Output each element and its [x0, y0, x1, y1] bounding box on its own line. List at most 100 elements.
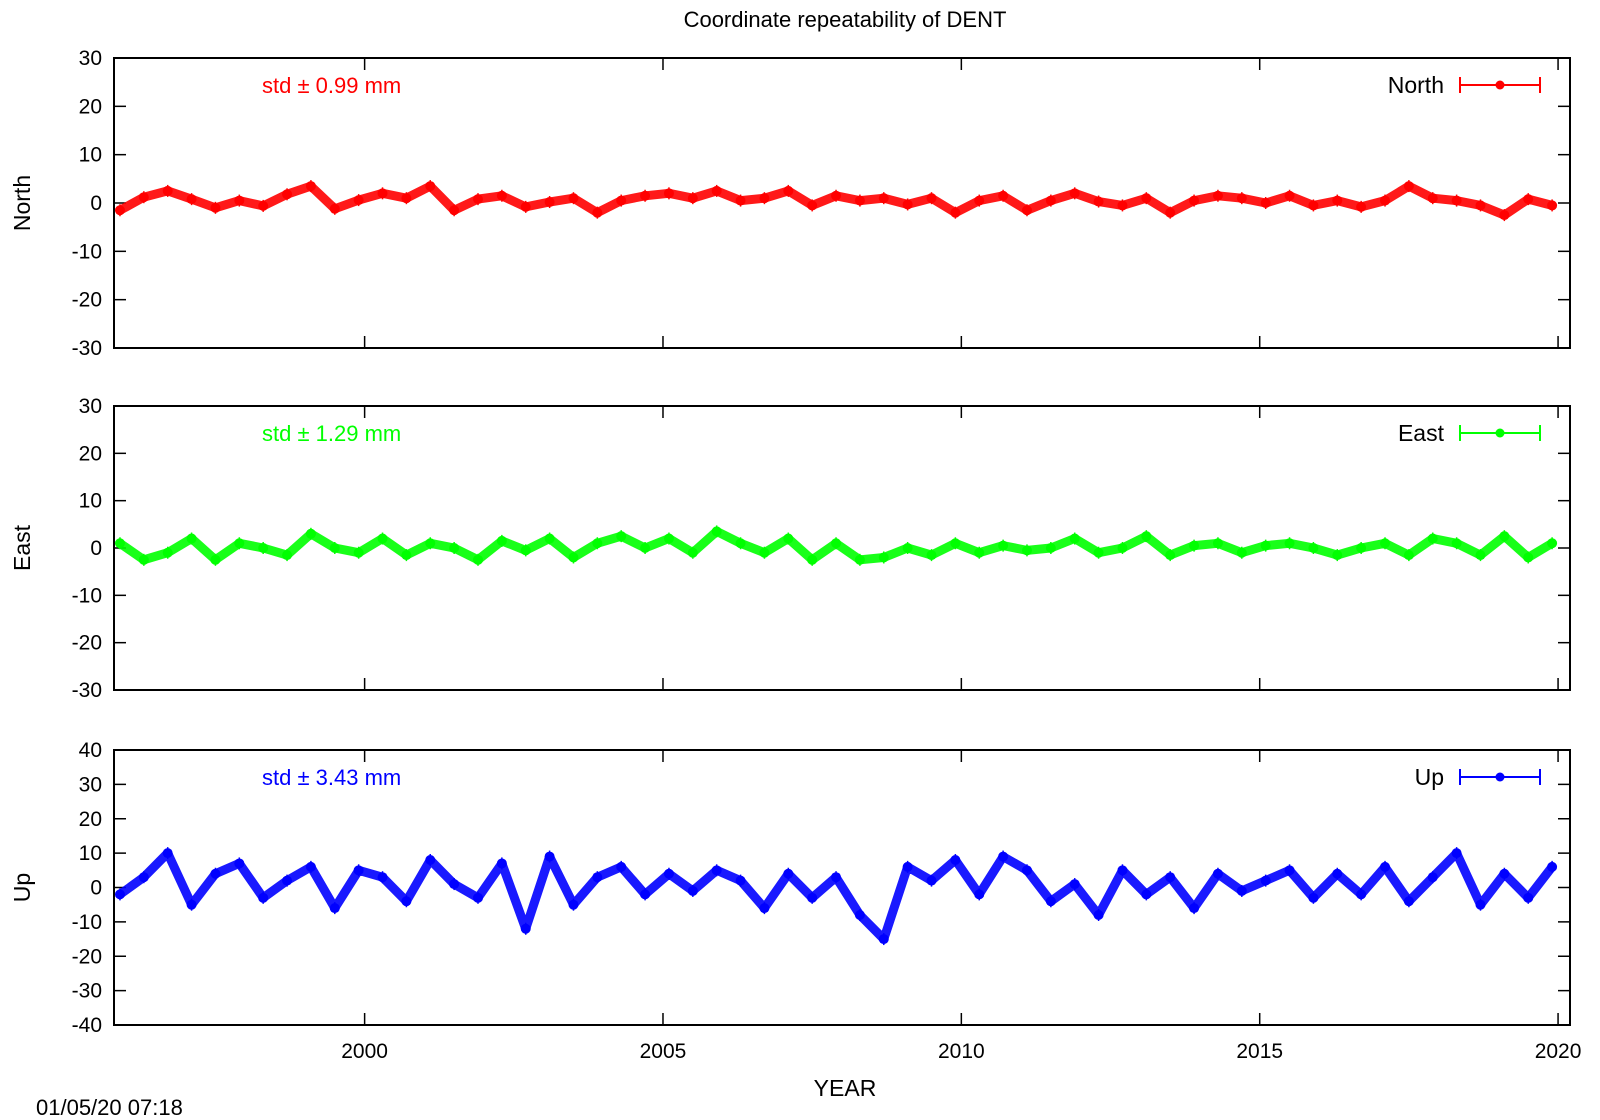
data-point — [1499, 868, 1510, 879]
x-tick-label: 2020 — [1535, 1040, 1582, 1063]
data-point — [544, 197, 555, 208]
y-tick-label: -30 — [72, 679, 102, 702]
y-axis-title: Up — [9, 873, 35, 902]
data-point — [1212, 868, 1223, 879]
data-point — [425, 538, 436, 549]
data-point — [329, 903, 340, 914]
data-point — [1141, 889, 1152, 900]
data-point — [1141, 193, 1152, 204]
data-point — [998, 190, 1009, 201]
data-point — [210, 868, 221, 879]
x-axis-title: YEAR — [814, 1075, 877, 1101]
legend-label: Up — [1415, 764, 1444, 790]
data-point — [496, 190, 507, 201]
data-point — [1212, 190, 1223, 201]
data-point — [568, 552, 579, 563]
data-point — [568, 193, 579, 204]
data-point — [1427, 193, 1438, 204]
data-point — [616, 531, 627, 542]
y-tick-label: -10 — [72, 911, 102, 934]
data-point — [520, 201, 531, 212]
data-point — [377, 872, 388, 883]
data-point — [998, 851, 1009, 862]
y-tick-label: -10 — [72, 584, 102, 607]
data-point — [1189, 540, 1200, 551]
data-point — [640, 889, 651, 900]
data-point — [329, 543, 340, 553]
data-point — [377, 188, 388, 199]
data-point — [1260, 875, 1271, 886]
data-point — [1380, 195, 1391, 206]
data-point — [234, 195, 245, 206]
data-point — [1236, 547, 1247, 558]
data-point — [759, 547, 770, 558]
data-point — [234, 858, 245, 869]
data-point — [377, 533, 388, 544]
data-point — [1236, 193, 1247, 204]
legend-marker — [1495, 80, 1505, 90]
data-point — [1189, 903, 1200, 914]
data-point — [1427, 872, 1438, 883]
data-point — [1284, 865, 1295, 876]
data-point — [1403, 896, 1414, 907]
data-point — [282, 189, 293, 200]
data-point — [258, 200, 269, 211]
std-annotation: std ± 0.99 mm — [262, 73, 401, 98]
data-point — [1332, 868, 1343, 879]
data-point — [1451, 848, 1462, 859]
data-point — [1069, 188, 1080, 199]
legend-marker — [1495, 428, 1505, 438]
data-point — [138, 192, 149, 203]
x-tick-label: 2005 — [640, 1040, 687, 1063]
data-point — [950, 538, 961, 549]
data-point — [401, 896, 412, 907]
data-point — [902, 861, 913, 872]
data-point — [544, 851, 555, 862]
data-point — [1021, 545, 1032, 556]
data-point — [759, 903, 770, 914]
data-point — [735, 875, 746, 886]
data-point — [258, 892, 269, 903]
y-tick-label: 0 — [90, 877, 102, 900]
std-annotation: std ± 1.29 mm — [262, 421, 401, 446]
y-tick-label: 40 — [79, 739, 102, 762]
data-point — [401, 550, 412, 561]
y-axis-title: North — [9, 175, 35, 231]
data-point — [1069, 879, 1080, 890]
data-point — [1021, 205, 1032, 216]
data-point — [926, 193, 937, 204]
data-point — [353, 547, 364, 558]
y-tick-label: -30 — [72, 980, 102, 1003]
data-point — [592, 538, 603, 549]
data-point — [520, 545, 531, 556]
data-point — [854, 554, 865, 565]
legend-label: North — [1388, 72, 1444, 98]
data-point — [974, 547, 985, 558]
data-point — [1308, 892, 1319, 903]
x-tick-label: 2010 — [938, 1040, 985, 1063]
y-axis-title: East — [9, 524, 35, 571]
data-point — [258, 543, 269, 553]
y-tick-label: 10 — [79, 490, 102, 513]
data-point — [1308, 543, 1319, 553]
data-point — [1045, 543, 1056, 553]
data-point — [496, 858, 507, 869]
y-tick-label: 10 — [79, 842, 102, 865]
data-point — [592, 207, 603, 218]
data-point — [114, 205, 125, 216]
y-tick-label: 30 — [79, 395, 102, 418]
data-point — [1547, 538, 1558, 549]
data-point — [1356, 543, 1367, 553]
data-point — [640, 190, 651, 201]
data-point — [1260, 540, 1271, 551]
data-point — [1547, 861, 1558, 872]
data-point — [735, 538, 746, 549]
data-point — [974, 195, 985, 206]
data-point — [1523, 892, 1534, 903]
data-point — [711, 185, 722, 196]
data-point — [1021, 865, 1032, 876]
data-point — [1499, 531, 1510, 542]
data-point — [854, 195, 865, 206]
data-point — [234, 538, 245, 549]
panel-north: -30 -20 -10 0 10 20 30 North std ± 0.99 mm North — [9, 47, 1571, 360]
